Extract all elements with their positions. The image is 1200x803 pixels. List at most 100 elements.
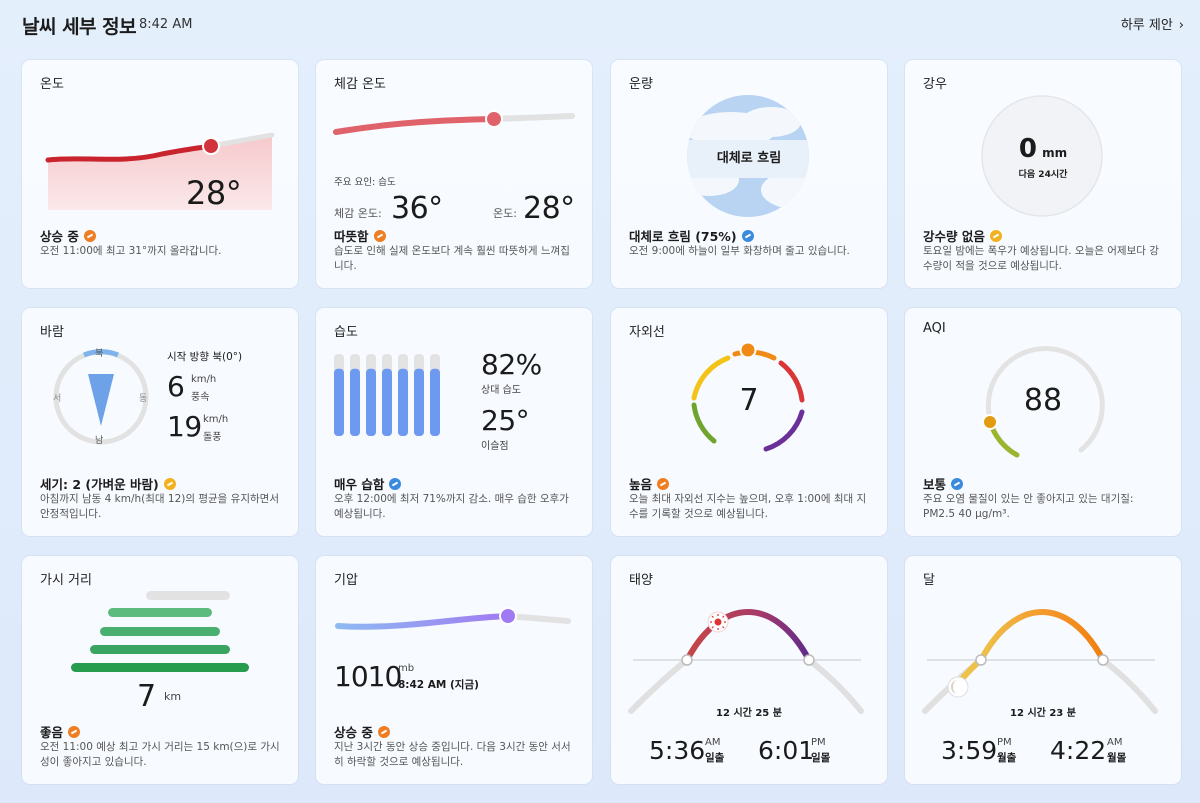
cloud-center-label: 대체로 흐림 [716, 151, 782, 166]
card-visibility[interactable]: 가시 거리 7 km 좋음 오전 11:00 예상 최고 가시 거리는 15 k… [22, 556, 298, 784]
card-wind[interactable]: 바람 북 동 남 서 시작 방향 북(0°) 6 km/h 풍속 19 km/h… [22, 308, 298, 536]
aqi-desc: 주요 오염 물질이 있는 안 좋아지고 있는 대기질: PM2.5 40 μg/… [923, 493, 1134, 520]
sun-arc [628, 609, 864, 714]
rain-desc: 토요일 밤에는 폭우가 예상됩니다. 오늘은 어제보다 강수량이 적을 것으로 … [923, 245, 1159, 272]
card-title: 기압 [334, 573, 358, 588]
trend-down-icon [741, 229, 754, 242]
feels-status: 따뜻함 [334, 226, 386, 245]
card-cloud-cover[interactable]: 운량 대체로 흐림 대체로 흐림 (75%) 오전 9:00에 하늘이 일부 화… [611, 60, 887, 288]
temperature-status: 상승 중 [40, 226, 96, 245]
wind-speed-unit: km/h [191, 374, 217, 385]
aqi-value: 88 [1023, 383, 1063, 418]
visibility-unit: km [164, 690, 182, 703]
visibility-bar [71, 663, 249, 672]
card-uv-index[interactable]: 자외선 7 높음 오늘 최대 자외선 지수는 높으며, 오후 1:00에 최대 … [611, 308, 887, 536]
day-suggestion-link[interactable]: 하루 제안 › [1121, 14, 1184, 33]
status-text: 상승 중 [334, 725, 373, 740]
wind-status: 세기: 2 (가벼운 바람) [40, 474, 176, 493]
feels-value: 36° [391, 191, 443, 226]
wind-speed-label: 풍속 [191, 392, 210, 403]
daylight-duration: 12 시간 25 분 [716, 708, 782, 719]
status-text: 매우 습함 [334, 477, 385, 492]
chevron-right-icon: › [1178, 18, 1184, 33]
status-text: 강수량 없음 [923, 229, 985, 244]
rain-period: 다음 24시간 [1018, 170, 1068, 180]
humidity-bar-fill [334, 368, 344, 436]
feels-label: 체감 온도: [334, 207, 382, 220]
status-text: 좋음 [40, 725, 64, 740]
pressure-time: 8:42 AM (지금) [398, 679, 479, 691]
trend-up-icon [377, 725, 390, 738]
temperature-value: 28° [186, 174, 242, 212]
status-text: 높음 [629, 477, 653, 492]
moonrise-ampm: PM [997, 737, 1012, 748]
compass-west: 서 [53, 394, 62, 404]
actual-temp-value: 28° [523, 191, 575, 226]
card-title: 가시 거리 [40, 573, 92, 588]
trend-up-icon [373, 229, 386, 242]
card-title: 자외선 [629, 325, 665, 340]
visibility-bar [108, 608, 212, 617]
cloud-desc: 오전 9:00에 하늘이 일부 화창하며 줄고 있습니다. [629, 245, 850, 257]
precipitation-amount: 0 mm [905, 134, 1181, 164]
card-temperature[interactable]: 온도 28° 상승 중 오전 11:00에 최고 31°까지 올라갑니다. [22, 60, 298, 288]
humidity-status: 매우 습함 [334, 474, 402, 493]
humidity-desc: 오후 12:00에 최저 71%까지 감소. 매우 습한 오후가 예상됩니다. [334, 493, 569, 520]
rain-status: 강수량 없음 [923, 226, 1002, 245]
wind-gust: 19 [167, 410, 202, 443]
humidity-label: 상대 습도 [481, 385, 521, 396]
status-text: 보통 [923, 477, 947, 492]
humidity-value: 82% [481, 348, 542, 381]
feels-desc: 습도로 인해 실제 온도보다 계속 훨씬 따뜻하게 느껴집니다. [334, 245, 570, 272]
moon-arc [922, 609, 1158, 714]
card-title: 운량 [629, 77, 653, 92]
card-title: 온도 [40, 77, 64, 92]
moonset-ampm: AM [1107, 737, 1123, 748]
pressure-status: 상승 중 [334, 722, 390, 741]
card-moon[interactable]: 달 12 시간 23 분 3:59 PM 월출 4:22 AM 월몰 [905, 556, 1181, 784]
card-aqi[interactable]: AQI 88 보통 주요 오염 물질이 있는 안 좋아지고 있는 대기질: PM… [905, 308, 1181, 536]
compass-east: 동 [139, 394, 148, 404]
visibility-bar [90, 645, 230, 654]
humidity-bar-fill [366, 368, 376, 436]
humidity-bar-fill [350, 368, 360, 436]
moonset-label: 월몰 [1107, 752, 1127, 764]
current-time: 8:42 AM [139, 17, 193, 32]
sunrise-label: 일출 [705, 752, 725, 764]
card-sun[interactable]: 태양 12 시간 25 분 5:36 AM 일출 6:01 PM 일몰 [611, 556, 887, 784]
sunset-time: 6:01 [758, 736, 815, 765]
pressure-unit: mb [398, 663, 415, 674]
compass-south: 남 [95, 436, 104, 446]
wind-compass [53, 349, 149, 445]
pressure-graph [335, 607, 571, 630]
sunset-label: 일몰 [811, 752, 831, 764]
card-humidity[interactable]: 습도 82% 상대 습도 25° 이슬점 매우 습함 오후 12:00에 최저 … [316, 308, 592, 536]
uv-value: 7 [739, 383, 759, 418]
sunset-ampm: PM [811, 737, 826, 748]
pressure-value: 1010 [334, 660, 402, 693]
trend-flat-icon [163, 477, 176, 490]
dew-point-value: 25° [481, 404, 530, 437]
wind-speed: 6 [167, 370, 185, 403]
compass-north: 북 [95, 349, 104, 359]
trend-up-icon [657, 477, 670, 490]
day-suggestion-label: 하루 제안 [1120, 18, 1173, 33]
card-title: 강우 [923, 77, 947, 92]
card-feels-like[interactable]: 체감 온도 주요 요인: 습도 체감 온도: 36° 온도: 28° 따뜻함 습… [316, 60, 592, 288]
dew-point-label: 이슬점 [481, 441, 509, 452]
trend-up-icon [68, 725, 81, 738]
cloud-status: 대체로 흐림 (75%) [629, 226, 754, 245]
wind-direction: 시작 방향 북(0°) [167, 351, 243, 363]
wind-gust-label: 돌풍 [203, 432, 222, 443]
status-text: 상승 중 [40, 229, 79, 244]
visibility-value: 7 [137, 679, 156, 714]
visibility-bar [146, 591, 230, 600]
pressure-desc: 지난 3시간 동안 상승 중입니다. 다음 3시간 동안 서서히 하락할 것으로… [334, 741, 571, 768]
card-precipitation[interactable]: 강우 0 mm 다음 24시간 강수량 없음 토요일 밤에는 폭우가 예상됩니다… [905, 60, 1181, 288]
card-title: AQI [923, 321, 946, 336]
card-pressure[interactable]: 기압 1010 mb 8:42 AM (지금) 상승 중 지난 3시간 동안 상… [316, 556, 592, 784]
status-text: 따뜻함 [334, 229, 369, 244]
cloud-cover-graphic [687, 95, 809, 217]
status-text: 대체로 흐림 (75%) [629, 229, 737, 244]
trend-down-icon [389, 477, 402, 490]
